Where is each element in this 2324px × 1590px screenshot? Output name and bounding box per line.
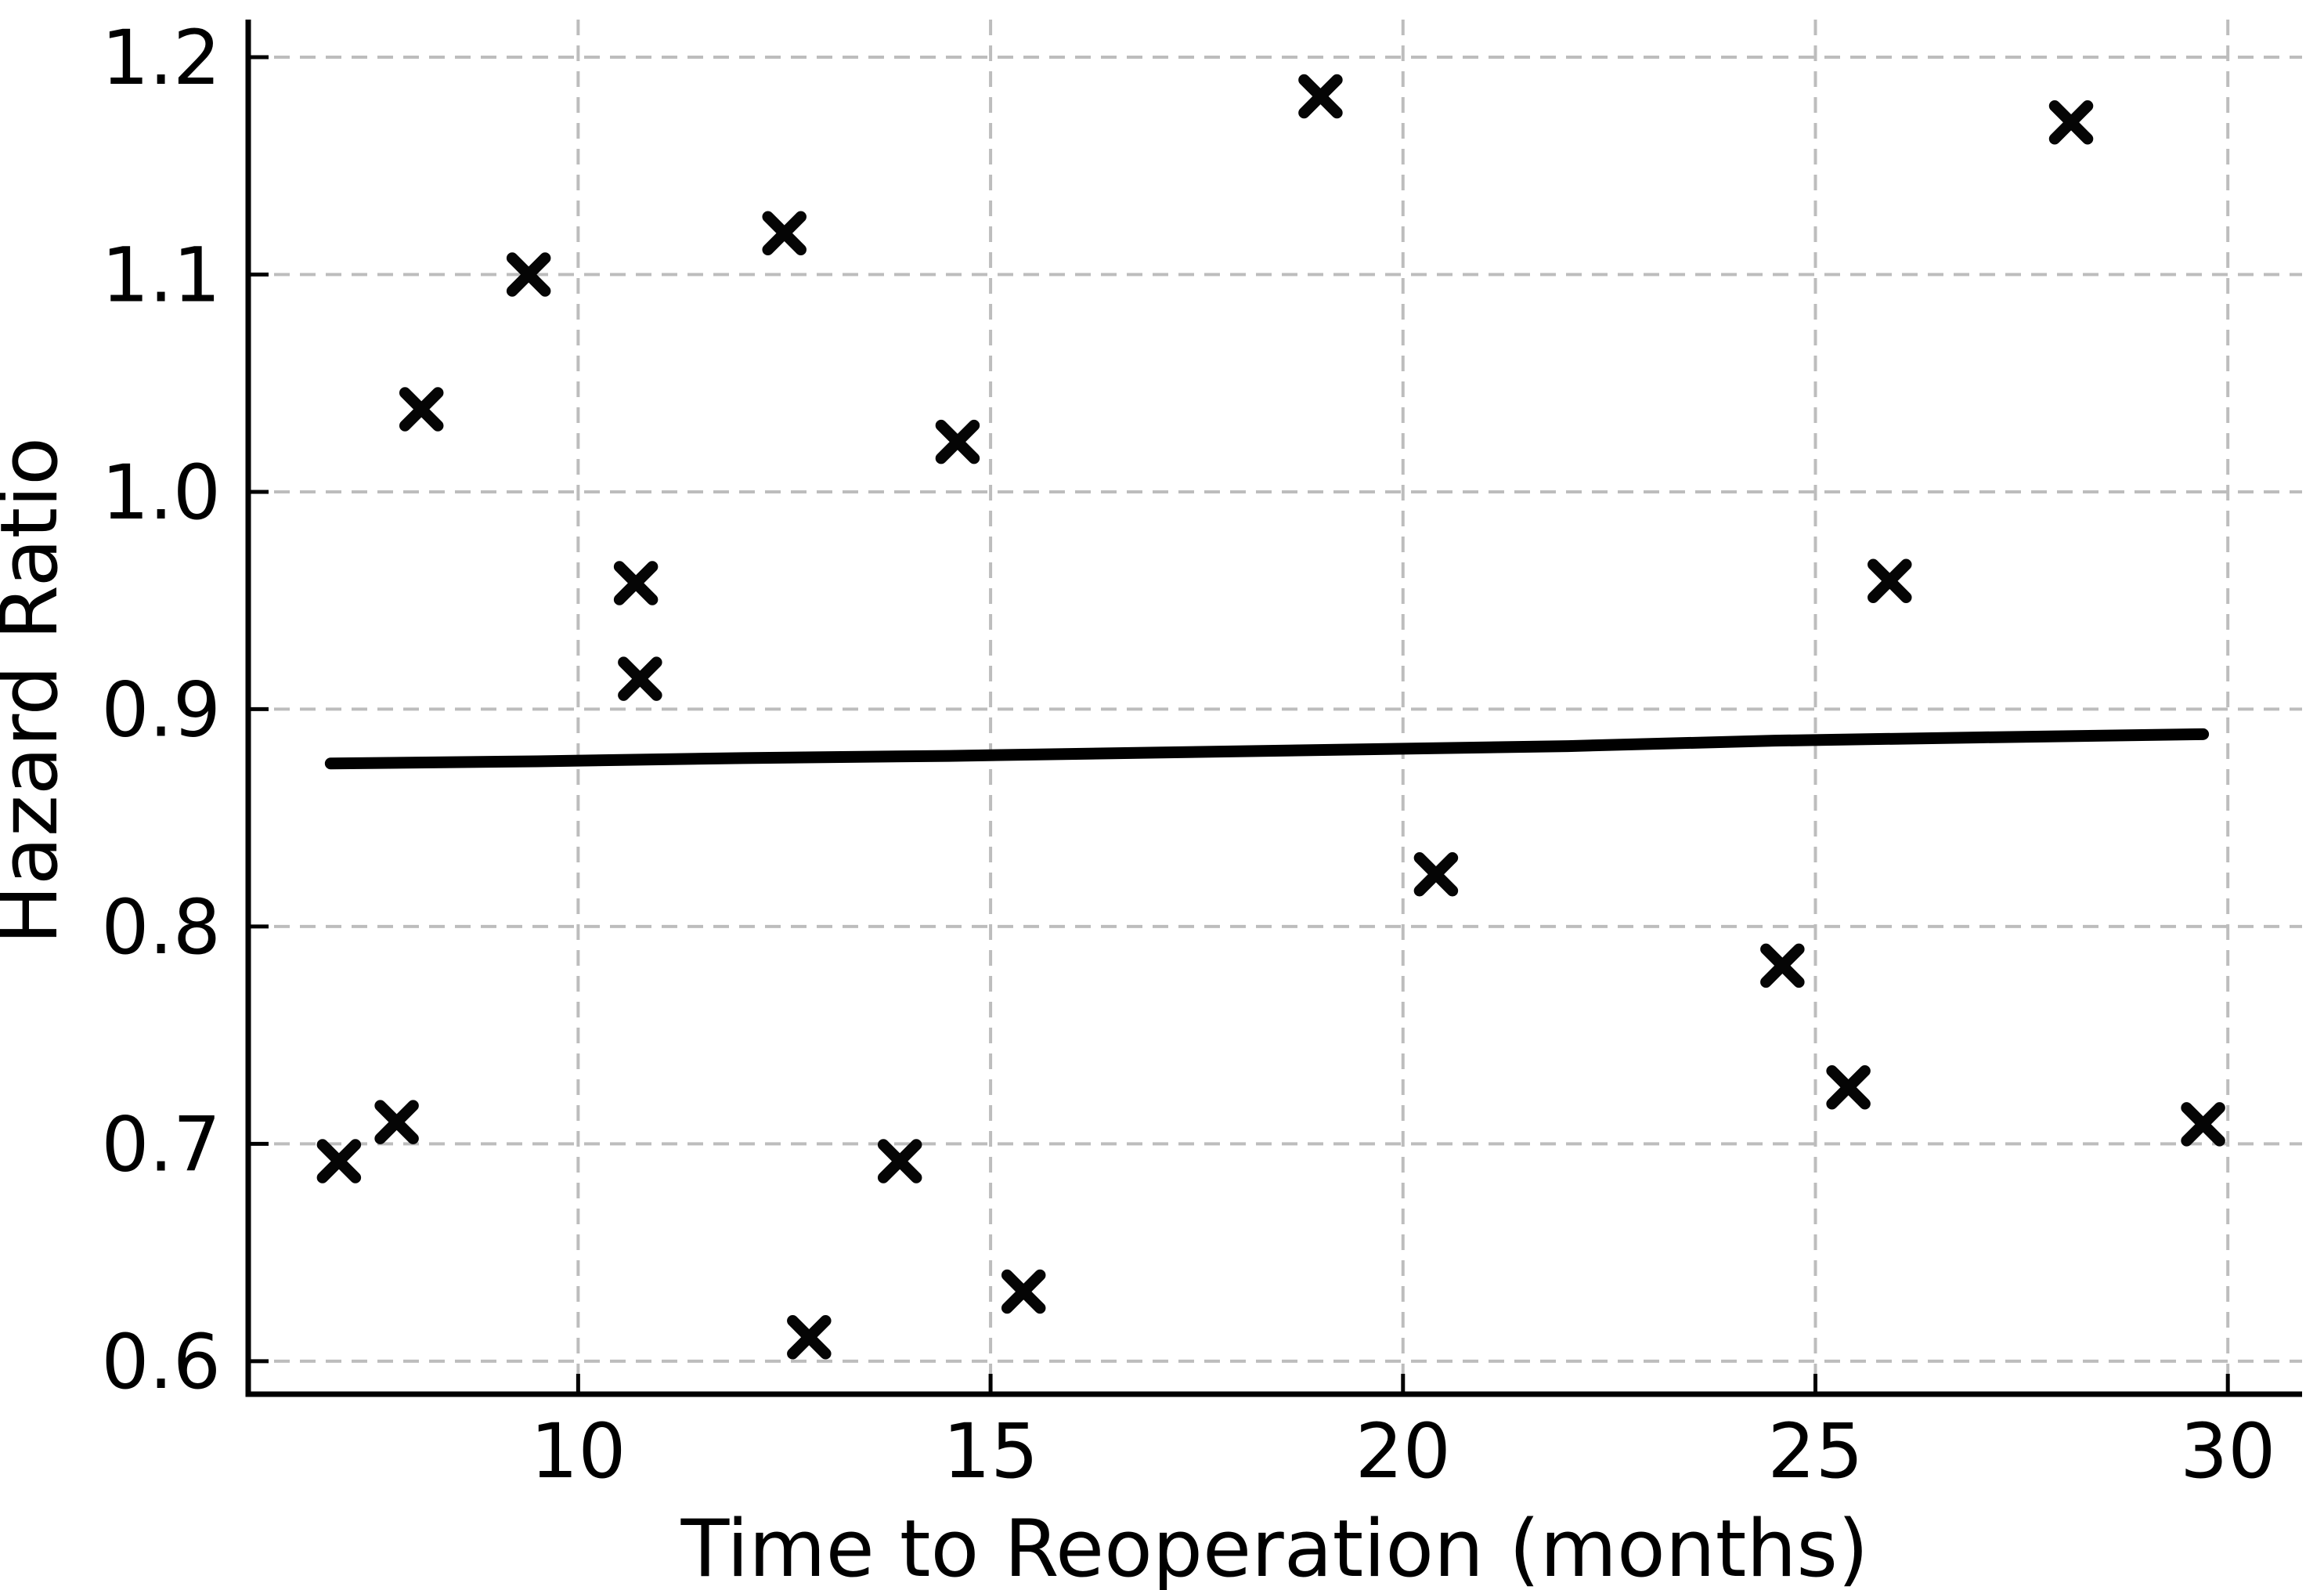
scatter-marker	[1760, 943, 1805, 988]
x-axis-label: Time to Reoperation (months)	[680, 1502, 1869, 1590]
trend-line	[324, 728, 2210, 770]
y-axis-label: Hazard Ratio	[0, 437, 75, 945]
scatter-marker	[787, 1315, 832, 1360]
scatter-marker	[762, 211, 807, 256]
data-layer	[316, 74, 2225, 1360]
x-tick-label: 15	[943, 1408, 1038, 1495]
scatter-marker	[506, 252, 551, 297]
scatter-marker	[374, 1100, 419, 1144]
scatter-marker	[1001, 1269, 1046, 1314]
scatter-marker	[316, 1139, 362, 1183]
scatter-marker	[613, 561, 659, 605]
scatter-marker	[1298, 74, 1343, 119]
scatter-marker	[1413, 852, 1459, 897]
scatter-marker	[877, 1139, 922, 1183]
scatter-marker	[2048, 99, 2094, 145]
scatter-marker	[935, 419, 980, 464]
y-tick-label: 0.8	[101, 884, 221, 971]
axis-layer	[245, 20, 2302, 1397]
scatter-marker	[1826, 1064, 1871, 1110]
y-tick-label: 0.7	[101, 1100, 221, 1188]
scatter-marker	[618, 656, 662, 701]
y-tick-label: 1.2	[101, 14, 221, 102]
scatter-marker	[399, 387, 444, 432]
x-tick-label: 20	[1355, 1408, 1451, 1495]
x-tick-label: 25	[1767, 1408, 1863, 1495]
y-tick-label: 0.9	[101, 666, 221, 753]
x-tick-label: 10	[530, 1408, 626, 1495]
scatter-marker	[1868, 558, 1912, 603]
y-tick-label: 1.1	[101, 231, 221, 319]
scatter-marker	[2181, 1102, 2225, 1147]
y-tick-label: 1.0	[101, 449, 221, 537]
x-tick-label: 30	[2180, 1408, 2275, 1495]
y-tick-label: 0.6	[101, 1318, 221, 1406]
grid-layer	[248, 20, 2302, 1394]
tick-label-layer: 10 15 20 25 30 0.6 0.7 0.8 0.9 1.0 1.1 1.2	[101, 14, 2275, 1495]
